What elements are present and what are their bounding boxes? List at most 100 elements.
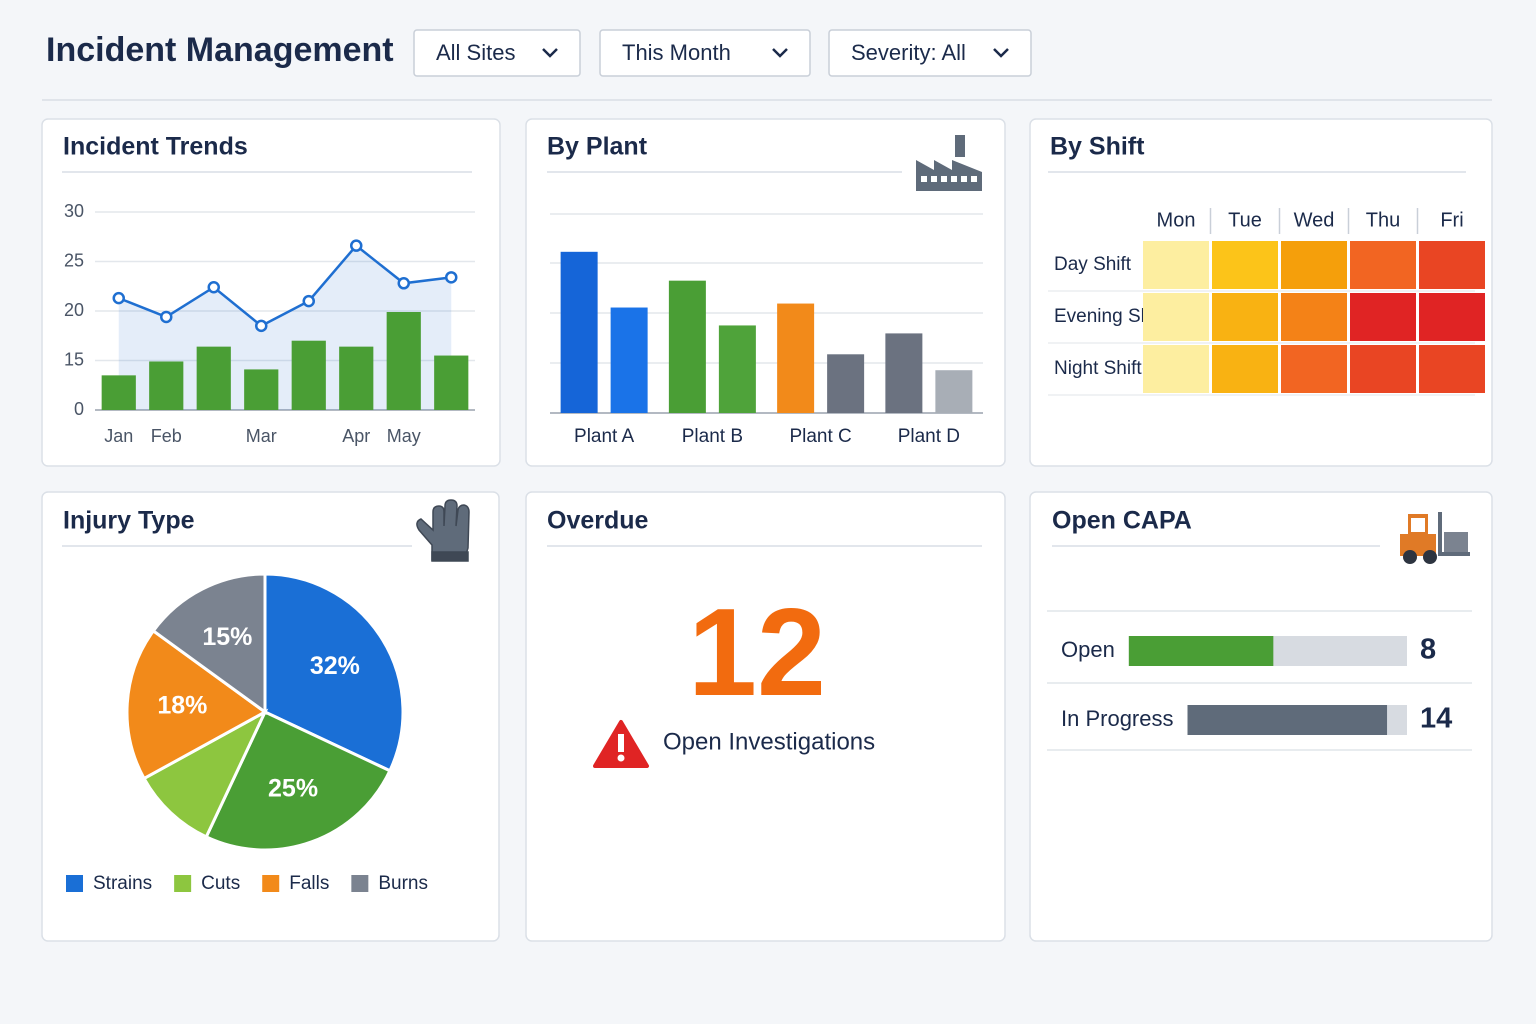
row-label: Night Shift	[1054, 358, 1142, 379]
column-label: Mon	[1157, 209, 1196, 231]
kpi-value: 12	[688, 584, 826, 722]
filter-dropdown[interactable]: Severity: All	[828, 29, 1032, 77]
heat-cell	[1212, 241, 1278, 289]
legend-label: Cuts	[201, 873, 240, 894]
x-tick-label: Mar	[246, 426, 277, 446]
glove-icon	[416, 499, 470, 562]
chevron[interactable]	[542, 48, 558, 58]
pie-slice	[151, 572, 267, 715]
bar	[101, 375, 136, 410]
x-tick-label: Plant D	[898, 426, 960, 447]
x-tick-label: Feb	[151, 426, 182, 446]
heat-cell	[1143, 241, 1209, 289]
row-label: Evening Shift	[1054, 306, 1167, 327]
heat-cell	[1281, 345, 1347, 393]
warning-icon	[593, 720, 649, 768]
bar	[935, 370, 973, 413]
trend-line	[118, 243, 452, 328]
bar	[291, 340, 326, 410]
x-tick-label: Plant A	[574, 426, 635, 447]
kpi-label: Open Investigations	[663, 728, 875, 755]
x-tick-label: May	[387, 426, 421, 446]
chevron[interactable]	[993, 48, 1009, 58]
legend-swatch	[174, 875, 192, 892]
column-label: Thu	[1366, 209, 1400, 231]
x-tick-label: Plant B	[682, 426, 743, 447]
pie-slice	[263, 572, 405, 773]
bar	[386, 311, 421, 410]
slice-label: 25%	[268, 775, 318, 803]
filter-box[interactable]	[413, 29, 581, 77]
bar	[560, 251, 598, 413]
pie-slice	[204, 710, 392, 852]
bar	[149, 361, 184, 410]
bar	[777, 303, 815, 413]
legend-swatch	[351, 875, 369, 892]
bar-value: 8	[1420, 634, 1436, 666]
pie-slice	[125, 628, 268, 781]
page-title: Incident Management	[46, 31, 394, 69]
row-label: Day Shift	[1054, 254, 1132, 275]
y-tick-label: 25	[64, 250, 84, 270]
y-tick-label: 0	[74, 399, 84, 419]
panel	[525, 491, 1006, 942]
filter-box[interactable]	[828, 29, 1032, 77]
trend-point	[112, 291, 125, 305]
trend-point	[160, 310, 173, 324]
bar	[668, 280, 706, 413]
row-label: Open	[1061, 637, 1115, 662]
panel-title: Overdue	[547, 507, 649, 535]
legend-label: Strains	[93, 873, 152, 894]
slice-label: 15%	[202, 623, 252, 651]
bar	[244, 369, 279, 410]
pie-slice	[142, 708, 269, 839]
chevron[interactable]	[772, 48, 788, 58]
x-tick-label: Plant C	[789, 426, 851, 447]
panel	[1029, 118, 1493, 467]
column-label: Tue	[1228, 209, 1262, 231]
bar	[827, 354, 865, 413]
trend-point	[302, 294, 315, 308]
y-tick-label: 30	[64, 201, 84, 221]
panel-title: By Plant	[547, 133, 648, 161]
legend-label: Burns	[378, 873, 428, 894]
filter-label[interactable]: Severity: All	[851, 40, 966, 65]
y-tick-label: 20	[64, 300, 84, 320]
heat-cell	[1143, 345, 1209, 393]
heat-cell	[1212, 345, 1278, 393]
legend-swatch	[262, 875, 280, 892]
bar	[1128, 636, 1274, 666]
panel-title: Open CAPA	[1052, 507, 1192, 535]
filter-dropdown[interactable]: All Sites	[413, 29, 581, 77]
row-label: In Progress	[1061, 706, 1174, 731]
heat-cell	[1350, 293, 1416, 341]
bar	[885, 333, 923, 413]
heat-cell	[1212, 293, 1278, 341]
trend-point	[350, 239, 363, 252]
column-label: Fri	[1440, 209, 1463, 231]
bar-value: 14	[1420, 703, 1452, 735]
trend-point	[445, 271, 458, 284]
slice-label: 18%	[157, 691, 207, 719]
heat-cell	[1281, 293, 1347, 341]
bar	[610, 307, 648, 413]
x-tick-label: Jan	[104, 426, 133, 446]
heat-cell	[1419, 345, 1485, 393]
heat-cell	[1419, 241, 1485, 289]
bar	[339, 346, 374, 410]
y-tick-label: 15	[64, 349, 84, 369]
heat-cell	[1350, 241, 1416, 289]
filter-box[interactable]	[599, 29, 811, 77]
filter-label[interactable]: This Month	[622, 40, 731, 65]
heat-cell	[1350, 345, 1416, 393]
column-label: Wed	[1294, 209, 1335, 231]
bar	[434, 355, 469, 410]
factory-icon	[916, 135, 982, 191]
filter-label[interactable]: All Sites	[436, 40, 515, 65]
filter-dropdown[interactable]: This Month	[599, 29, 811, 77]
trend-point	[207, 280, 220, 294]
heat-cell	[1419, 293, 1485, 341]
bar	[196, 346, 231, 410]
